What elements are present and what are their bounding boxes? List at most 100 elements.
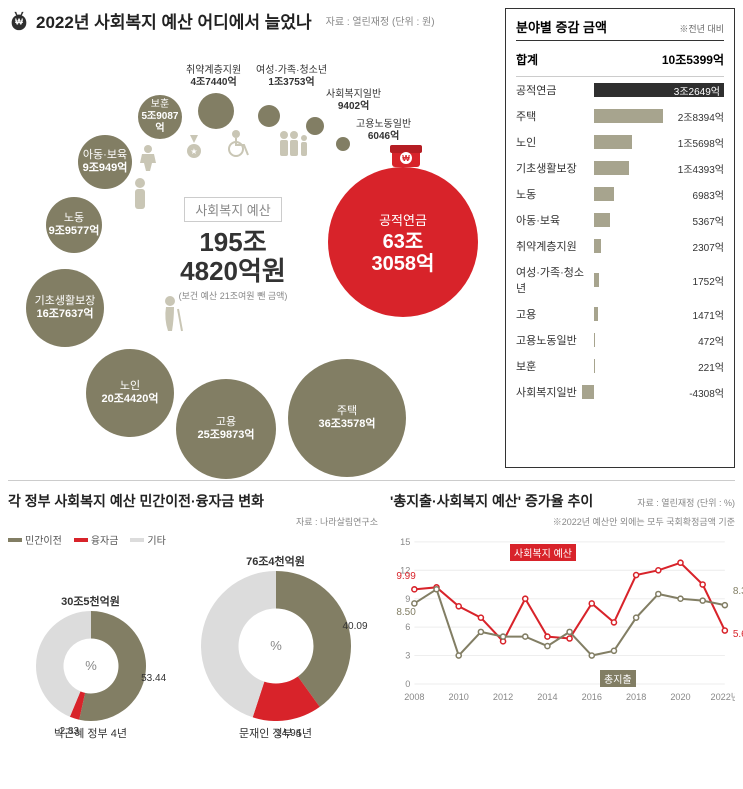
- point-callout: 8.50: [396, 607, 415, 618]
- bar-fill: [594, 213, 610, 227]
- legend-label: 기타: [147, 532, 165, 547]
- bar-row-track: [594, 239, 689, 253]
- bar-row: 고용 1471억: [516, 301, 724, 327]
- bubble-labor_general: [336, 137, 350, 151]
- highlight-value-2: 3058억: [372, 253, 435, 275]
- bar-rows: 공적연금 3조2649억 주택 2조8394억 노인 1조5698억 기초생활보…: [516, 77, 724, 405]
- bottom-row: 각 정부 사회복지 예산 민간이전·융자금 변화 자료 : 나라살림연구소 민간…: [8, 480, 735, 741]
- bubble-value: 36조3578억: [319, 418, 376, 431]
- svg-text:2014: 2014: [537, 692, 557, 702]
- svg-text:2012: 2012: [493, 692, 513, 702]
- svg-text:2010: 2010: [449, 692, 469, 702]
- bar-row-track: [594, 359, 694, 373]
- bar-row-label: 노동: [516, 186, 594, 202]
- money-bag-icon: ₩: [8, 10, 30, 32]
- svg-text:★: ★: [190, 147, 197, 156]
- bar-row-track: [594, 213, 689, 227]
- legend-item: 기타: [130, 532, 165, 547]
- bar-fill: [594, 307, 598, 321]
- bar-header: 분야별 증감 금액 ※전년 대비: [516, 17, 724, 41]
- donut-block: 76조4천억원 % 문재인 정부 5년 40.0914.94: [201, 553, 351, 741]
- point-callout: 8.32: [733, 586, 743, 597]
- bubble-basic: 기초생활보장16조7637억: [26, 269, 104, 347]
- top-row: ₩ 2022년 사회복지 예산 어디에서 늘었나 자료 : 열린재정 (단위 :…: [8, 8, 735, 468]
- legend-swatch: [8, 538, 22, 542]
- bubble-veterans: 보훈5조9087억: [138, 95, 182, 139]
- bar-row: 여성·가족·청소년 1752억: [516, 259, 724, 301]
- line-title: '총지출·사회복지 예산' 증가율 추이: [390, 491, 593, 511]
- svg-text:₩: ₩: [402, 154, 410, 163]
- series-label-total: 총지출: [600, 670, 636, 687]
- bar-row: 공적연금 3조2649억: [516, 77, 724, 103]
- bar-chart-panel: 분야별 증감 금액 ※전년 대비 합계 10조5399억 공적연금 3조2649…: [505, 8, 735, 468]
- bar-total-row: 합계 10조5399억: [516, 47, 724, 77]
- bubble-label-out-women: 여성·가족·청소년1조3753억: [256, 65, 327, 89]
- bubble-chart-panel: ₩ 2022년 사회복지 예산 어디에서 늘었나 자료 : 열린재정 (단위 :…: [8, 8, 497, 468]
- bar-row-track: [594, 109, 674, 123]
- bar-row-label: 노인: [516, 134, 594, 150]
- bar-row-track: [594, 187, 689, 201]
- bubble-housing: 주택36조3578억: [288, 359, 406, 477]
- point-callout: 9.99: [396, 571, 415, 582]
- bar-row-value: 1조4393억: [678, 161, 724, 176]
- bar-row: 사회복지일반 -4308억: [516, 379, 724, 405]
- bubble-labor: 노동9조9577억: [46, 197, 102, 253]
- donut-svg: %: [36, 611, 146, 721]
- legend-label: 민간이전: [25, 532, 62, 547]
- legend-swatch: [74, 538, 88, 542]
- bubble-welfare_general: [306, 117, 324, 135]
- svg-text:15: 15: [400, 537, 410, 547]
- bar-row-label: 주택: [516, 108, 594, 124]
- bar-row-label: 보훈: [516, 358, 594, 374]
- bubble-child: 아동·보육9조949억: [78, 135, 132, 189]
- svg-text:%: %: [85, 658, 97, 673]
- bubble-label: 아동·보육: [83, 149, 127, 162]
- bar-fill: [594, 187, 614, 201]
- bar-row: 노인 1조5698억: [516, 129, 724, 155]
- bar-fill: [594, 273, 599, 287]
- bar-row-value: 1471억: [693, 307, 724, 322]
- bar-fill: [594, 359, 595, 373]
- svg-text:2018: 2018: [626, 692, 646, 702]
- bar-row-value: 1752억: [693, 273, 724, 288]
- bar-row-label: 고용노동일반: [516, 332, 594, 348]
- bar-row-value: 1조5698억: [678, 135, 724, 150]
- pictogram-elderly-icon: [158, 295, 186, 340]
- bubble-area: 사회복지 예산 195조 4820억원 (보건 예산 21조여원 뺀 금액) 공…: [8, 37, 488, 467]
- pictogram-child-icon: [136, 143, 160, 178]
- bar-row: 보훈 221억: [516, 353, 724, 379]
- bar-row-value: -4308억: [689, 385, 724, 400]
- pictogram-family-icon: [276, 129, 310, 164]
- bar-row-value: 2307억: [693, 239, 724, 254]
- svg-text:2022년: 2022년: [711, 692, 735, 702]
- legend-swatch: [130, 538, 144, 542]
- bar-row-track: [594, 273, 689, 287]
- bubble-employment: 고용25조9873억: [176, 379, 276, 479]
- bubble-label: 보훈: [151, 99, 169, 111]
- bar-title: 분야별 증감 금액: [516, 17, 607, 36]
- legend-label: 융자금: [91, 532, 119, 547]
- svg-text:₩: ₩: [15, 17, 23, 26]
- bubble-label: 고용: [216, 416, 236, 429]
- bar-fill: [594, 239, 601, 253]
- bubble-value: 9조949억: [83, 162, 128, 175]
- bar-row: 아동·보육 5367억: [516, 207, 724, 233]
- donut-caption: 박근혜 정부 4년: [36, 725, 146, 741]
- donut-title: 각 정부 사회복지 예산 민간이전·융자금 변화: [8, 491, 264, 511]
- bubble-label: 노인: [120, 380, 140, 393]
- donut-slice-value: 53.44: [141, 673, 166, 684]
- bar-row-label: 고용: [516, 306, 594, 322]
- bubble-value: 5조9087억: [138, 111, 182, 135]
- pictogram-wheelchair-icon: [226, 129, 252, 162]
- bubble-value: 16조7637억: [37, 308, 94, 321]
- bar-row-track: [594, 135, 674, 149]
- bubble-value: 25조9873억: [198, 429, 255, 442]
- bar-row-track: [594, 307, 689, 321]
- center-value-1: 195조: [158, 228, 308, 257]
- svg-text:%: %: [270, 638, 282, 653]
- donut-panel: 각 정부 사회복지 예산 민간이전·융자금 변화 자료 : 나라살림연구소 민간…: [8, 491, 378, 741]
- bar-row: 노동 6983억: [516, 181, 724, 207]
- bar-row-value: 6983억: [693, 187, 724, 202]
- bubble-elderly: 노인20조4420억: [86, 349, 174, 437]
- center-value-2: 4820억원: [158, 257, 308, 286]
